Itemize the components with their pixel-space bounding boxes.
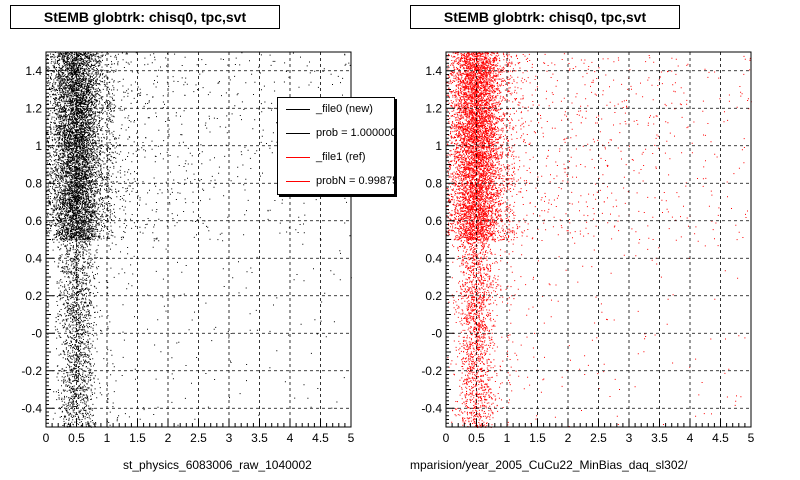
legend-label: prob = 1.000000 (316, 127, 395, 139)
x-tick-label: 0.5 (68, 431, 85, 445)
legend-line-swatch (286, 108, 310, 110)
x-tick-label: 0 (43, 431, 50, 445)
x-tick-label: 4.5 (312, 431, 329, 445)
x-tick-label: 2 (565, 431, 572, 445)
x-tick-label: 0 (443, 431, 450, 445)
legend-entry: prob = 1.000000 (278, 122, 395, 144)
left-plot-title: StEMB globtrk: chisq0, tpc,svt (10, 5, 280, 29)
left-scatter-plot: 0 0.5 1 1.5 2 2.5 3 3.5 4 4.5 5 -0.4 -0.2 -0 0.2 0.4 0.6… (21, 51, 355, 445)
x-tick-label: 1 (504, 431, 511, 445)
x-tick-label: 2.5 (190, 431, 207, 445)
x-tick-label: 3 (626, 431, 633, 445)
legend-entry: _file0 (new) (278, 98, 394, 120)
x-tick-label: 3.5 (251, 431, 268, 445)
y-tick-label: 1.4 (425, 64, 442, 78)
y-tick-label: -0.4 (21, 401, 42, 415)
y-tick-label: 0.8 (425, 176, 442, 190)
x-tick-label: 4.5 (712, 431, 729, 445)
y-tick-label: 0.2 (425, 289, 442, 303)
legend-label: probN = 0.998753 (316, 175, 394, 187)
y-tick-label: 1 (435, 139, 442, 153)
x-tick-label: 1 (104, 431, 111, 445)
y-tick-label: -0 (431, 326, 442, 340)
y-tick-label: -0 (31, 326, 42, 340)
legend-entry: probN = 0.998753 (278, 170, 394, 192)
y-tick-label: 0.2 (25, 289, 42, 303)
y-tick-label: 0.6 (25, 214, 42, 228)
right-plot-title: StEMB globtrk: chisq0, tpc,svt (410, 5, 680, 29)
legend-line-swatch (286, 180, 310, 182)
y-tick-label: 0.4 (425, 251, 442, 265)
right-panel: StEMB globtrk: chisq0, tpc,svt 0 0.5 1 1.5 2… (400, 0, 800, 480)
legend-line-swatch (286, 132, 310, 134)
legend-label: _file1 (ref) (316, 151, 366, 163)
x-tick-label: 1.5 (129, 431, 146, 445)
y-tick-label: 1 (35, 139, 42, 153)
y-tick-label: -0.4 (421, 401, 442, 415)
y-tick-label: -0.2 (21, 364, 42, 378)
y-tick-label: 1.4 (25, 64, 42, 78)
legend-label: _file0 (new) (316, 103, 373, 115)
axes: 0 0.5 1 1.5 2 2.5 3 3.5 4 4.5 5 -0.4 -0.2 -0 0.2 0.4 0.6… (21, 51, 355, 445)
x-tick-label: 3 (226, 431, 233, 445)
legend-line-swatch (286, 156, 310, 158)
y-tick-label: 1.2 (425, 101, 442, 115)
x-tick-label: 4 (287, 431, 294, 445)
right-scatter-plot: 0 0.5 1 1.5 2 2.5 3 3.5 4 4.5 5 -0.4 -0.2 -0 0.2 0.4 0.6… (421, 51, 755, 445)
x-tick-label: 5 (348, 431, 355, 445)
x-tick-label: 2.5 (590, 431, 607, 445)
axes: 0 0.5 1 1.5 2 2.5 3 3.5 4 4.5 5 -0.4 -0.2 -0 0.2 0.4 0.6… (421, 51, 755, 445)
left-x-axis-label: st_physics_6083006_raw_1040002 (123, 458, 312, 472)
x-tick-label: 2 (165, 431, 172, 445)
x-tick-label: 3.5 (651, 431, 668, 445)
x-tick-label: 1.5 (529, 431, 546, 445)
legend-entry: _file1 (ref) (278, 146, 394, 168)
x-tick-label: 0.5 (468, 431, 485, 445)
x-tick-label: 4 (687, 431, 694, 445)
y-tick-label: 1.2 (25, 101, 42, 115)
grid-lines (446, 52, 751, 427)
y-tick-label: 0.8 (25, 176, 42, 190)
y-tick-label: 0.4 (25, 251, 42, 265)
y-tick-label: -0.2 (421, 364, 442, 378)
x-tick-label: 5 (748, 431, 755, 445)
legend: _file0 (new) prob = 1.000000 _file1 (ref… (277, 97, 395, 195)
left-panel: StEMB globtrk: chisq0, tpc,svt 0 0.5 1 1.5 2… (10, 5, 355, 472)
y-tick-label: 0.6 (425, 214, 442, 228)
right-x-axis-label: mparision/year_2005_CuCu22_MinBias_daq_s… (410, 458, 688, 472)
